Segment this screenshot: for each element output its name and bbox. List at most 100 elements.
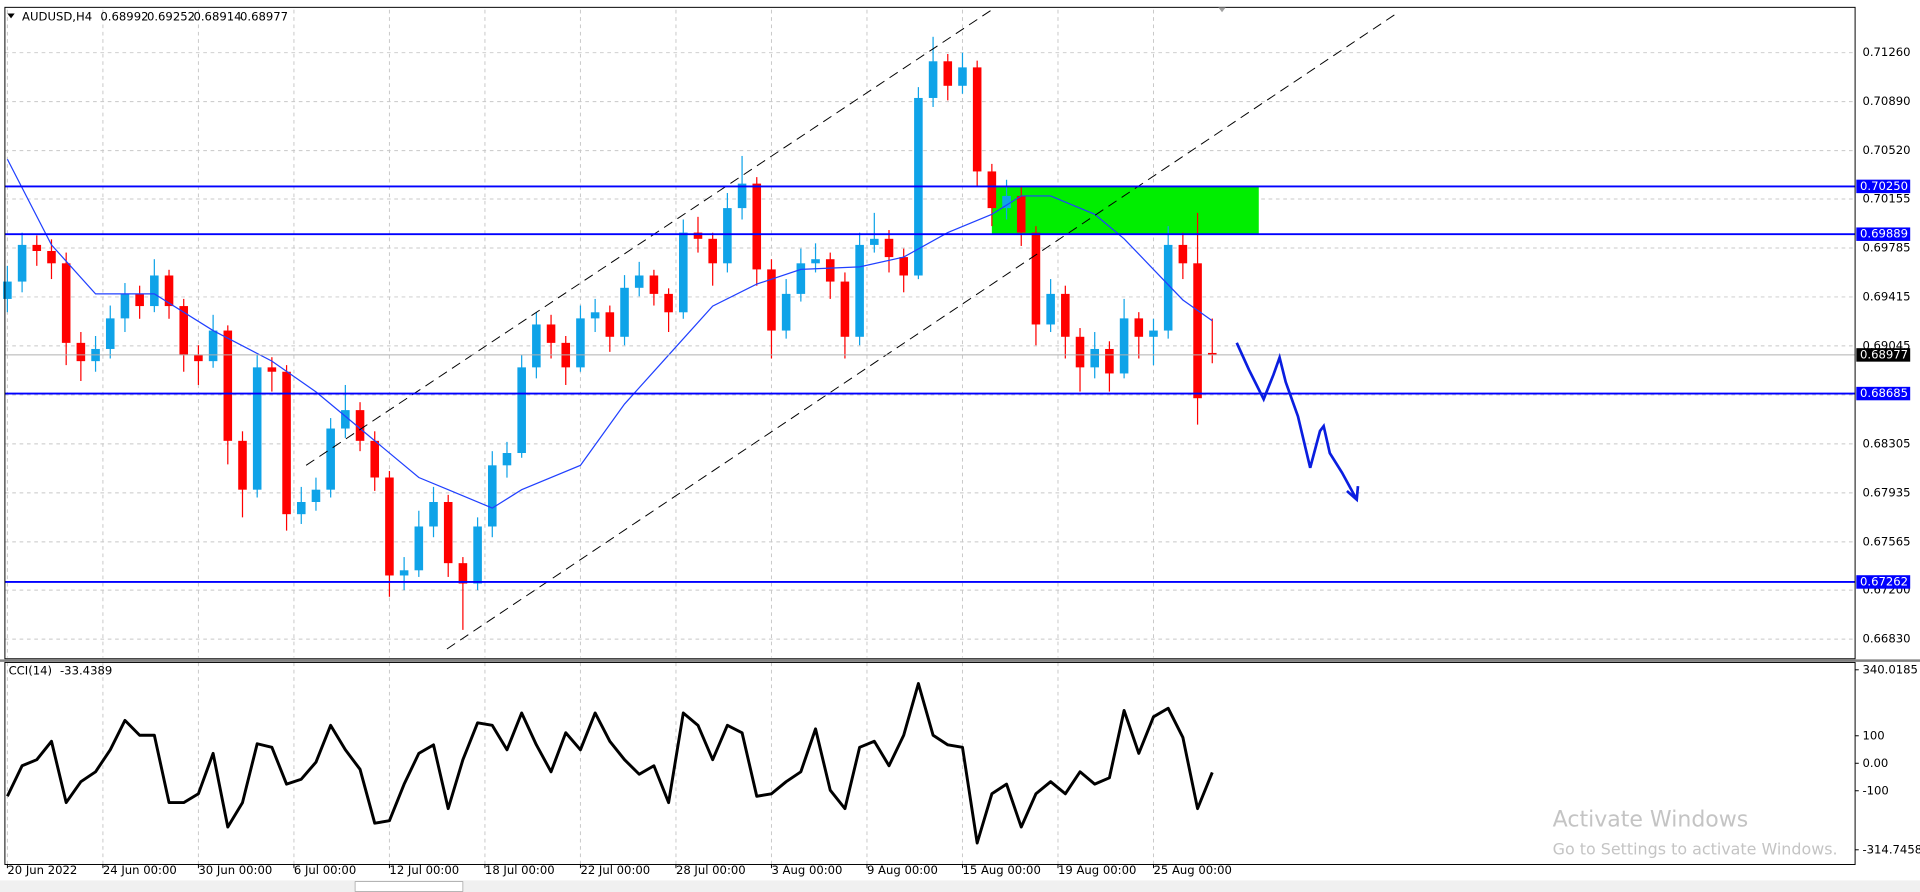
candle-body: [326, 428, 335, 490]
y-tick-label: 0.70520: [1862, 143, 1910, 157]
candle-body: [194, 355, 203, 362]
candle-body: [517, 367, 526, 454]
candle-body: [120, 293, 130, 319]
candle-body: [443, 501, 453, 564]
candle-body: [634, 275, 644, 288]
ohlc-high: 0.69252: [147, 10, 195, 24]
candle-body: [1134, 318, 1144, 337]
candle-body: [605, 312, 615, 337]
candle-body: [679, 232, 688, 313]
candle-body: [429, 501, 438, 527]
candle-body: [458, 563, 468, 584]
candle-body: [840, 281, 850, 337]
candle-body: [723, 208, 732, 264]
shift-marker: [1218, 7, 1226, 13]
candle-body: [76, 342, 86, 362]
ohlc-low: 0.68914: [193, 10, 241, 24]
candle-body: [370, 440, 380, 478]
cci-title: CCI(14): [9, 664, 53, 678]
candle-body: [502, 453, 512, 466]
candle-body: [649, 275, 659, 294]
candle-body: [928, 61, 938, 98]
y-tick-label: 0.70890: [1862, 94, 1910, 108]
y-tick-label: 0.66830: [1862, 632, 1910, 646]
candle-body: [32, 244, 42, 251]
x-tick-label: 30 Jun 00:00: [198, 863, 272, 877]
candle-body: [150, 275, 159, 307]
x-tick-label: 6 Jul 00:00: [294, 863, 356, 877]
y-tick-label: 0.00: [1862, 756, 1888, 770]
candle-body: [943, 61, 953, 86]
candle-body: [884, 238, 894, 258]
candle-body: [179, 306, 189, 356]
candle-body: [282, 371, 291, 515]
candle-body: [781, 293, 791, 331]
level-label-bg: [1856, 179, 1911, 194]
candle-body: [972, 67, 982, 172]
candle-body: [296, 501, 306, 515]
y-tick-label: 0.70155: [1862, 191, 1910, 205]
candle-body: [620, 287, 629, 337]
candle-body: [223, 330, 233, 441]
level-label: 0.70250: [1860, 179, 1908, 193]
candle-body: [825, 259, 835, 282]
candle-body: [135, 293, 144, 307]
candle-body: [1075, 336, 1085, 368]
candle-body: [1193, 263, 1202, 399]
candle-body: [1207, 352, 1217, 355]
x-tick-label: 22 Jul 00:00: [580, 863, 650, 877]
forecast-arrow: [1235, 342, 1360, 503]
x-tick-label: 25 Aug 00:00: [1153, 863, 1231, 877]
candle-body: [17, 244, 27, 282]
candle-body: [958, 67, 967, 86]
candle-body: [414, 526, 424, 571]
watermark-subtitle: Go to Settings to activate Windows.: [1553, 839, 1838, 858]
candle-body: [1090, 348, 1099, 368]
candle-body: [546, 324, 556, 343]
current-price-bg: [1856, 348, 1911, 362]
candle-body: [532, 324, 541, 368]
candle-body: [664, 293, 673, 313]
level-label: 0.67262: [1860, 574, 1908, 588]
candle-body: [1016, 195, 1026, 233]
candle-body: [899, 257, 908, 276]
y-tick-label: 0.71260: [1862, 45, 1910, 59]
x-tick-label: 9 Aug 00:00: [867, 863, 938, 877]
cci-line: [6, 682, 1214, 845]
level-label-bg: [1856, 227, 1911, 241]
candle-body: [1178, 244, 1188, 264]
candle-body: [1149, 330, 1158, 337]
labels: AUDUSD,H4 0.68992 0.69252 0.68914 0.6897…: [6, 10, 1920, 877]
candle-body: [3, 281, 12, 299]
level-label-bg: [1856, 575, 1911, 589]
candle-body: [341, 410, 350, 429]
candle-body: [61, 263, 71, 343]
horizontal-lines: [4, 185, 1856, 583]
candle-body: [1046, 293, 1055, 325]
candle-body: [311, 489, 321, 502]
y-tick-label: 0.67565: [1862, 534, 1910, 548]
tab-bar: [0, 880, 1920, 892]
candle-body: [385, 477, 394, 576]
candle-body: [870, 238, 879, 245]
candle-body: [1163, 244, 1173, 331]
x-tick-label: 12 Jul 00:00: [389, 863, 459, 877]
candle-body: [693, 232, 703, 239]
candle-body: [767, 269, 776, 331]
candle-body: [752, 183, 762, 270]
y-tick-label: 0.67935: [1862, 485, 1910, 499]
candle-body: [252, 367, 262, 490]
y-tick-label: 0.69415: [1862, 289, 1910, 303]
y-tick-label: 100: [1862, 728, 1884, 742]
current-price-label: 0.68977: [1860, 347, 1908, 361]
candle-body: [238, 440, 247, 490]
symbol: AUDUSD,H4: [22, 10, 92, 24]
candle-body: [590, 312, 600, 319]
supply-zone: [991, 186, 1259, 234]
candle-body: [855, 244, 864, 337]
candle-body: [987, 171, 997, 209]
candle-body: [208, 330, 218, 362]
candle-body: [1031, 232, 1041, 325]
candle-body: [267, 367, 277, 372]
